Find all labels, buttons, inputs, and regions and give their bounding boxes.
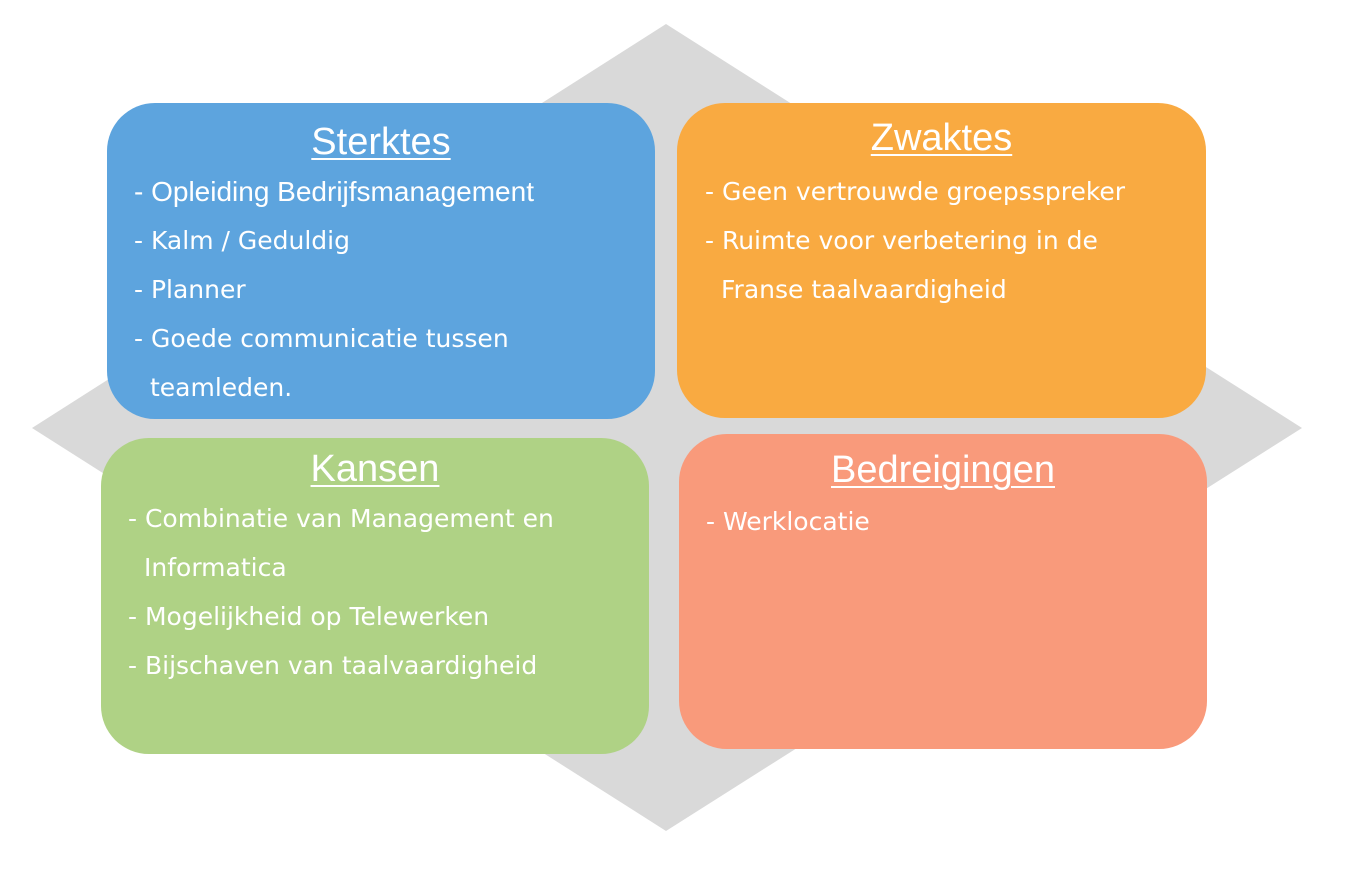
strengths-item-continued: teamleden. [134, 363, 534, 412]
weaknesses-item-continued-text: Franse taalvaardigheid [721, 275, 1007, 304]
opportunities-item-continued-text: Informatica [144, 553, 287, 582]
weaknesses-title: Zwaktes [870, 117, 1013, 159]
opportunities-item: - Bijschaven van taalvaardigheid [128, 651, 538, 680]
opportunities-item: - Combinatie van Management en [128, 504, 554, 533]
weaknesses-item: - Geen vertrouwde groepsspreker [705, 177, 1126, 206]
opportunities-title: Kansen [310, 448, 440, 490]
opportunities-list: - Combinatie van Management en Informati… [128, 494, 554, 690]
strengths-item: - Planner [134, 275, 246, 304]
weaknesses-list: - Geen vertrouwde groepsspreker - Ruimte… [705, 167, 1125, 314]
strengths-item-continued-text: teamleden. [150, 373, 293, 402]
strengths-item: - Goede communicatie tussen [134, 324, 509, 353]
strengths-box: Sterktes - Opleiding Bedrijfsmanagement … [107, 103, 655, 419]
opportunities-item-continued: Informatica [128, 543, 554, 592]
strengths-title: Sterktes [311, 121, 451, 163]
opportunities-item: - Mogelijkheid op Telewerken [128, 602, 490, 631]
strengths-list: - Opleiding Bedrijfsmanagement - Kalm / … [134, 167, 534, 412]
threats-list: - Werklocatie [706, 497, 870, 546]
threats-item: - Werklocatie [706, 507, 870, 536]
strengths-item: - Kalm / Geduldig [134, 226, 350, 255]
threats-title: Bedreigingen [831, 449, 1055, 491]
weaknesses-item: - Ruimte voor verbetering in de [705, 226, 1098, 255]
opportunities-box: Kansen - Combinatie van Management en In… [101, 438, 649, 754]
threats-box: Bedreigingen - Werklocatie [679, 434, 1207, 749]
weaknesses-box: Zwaktes - Geen vertrouwde groepsspreker … [677, 103, 1206, 418]
strengths-item: - Opleiding Bedrijfsmanagement [134, 176, 534, 207]
weaknesses-item-continued: Franse taalvaardigheid [705, 265, 1125, 314]
